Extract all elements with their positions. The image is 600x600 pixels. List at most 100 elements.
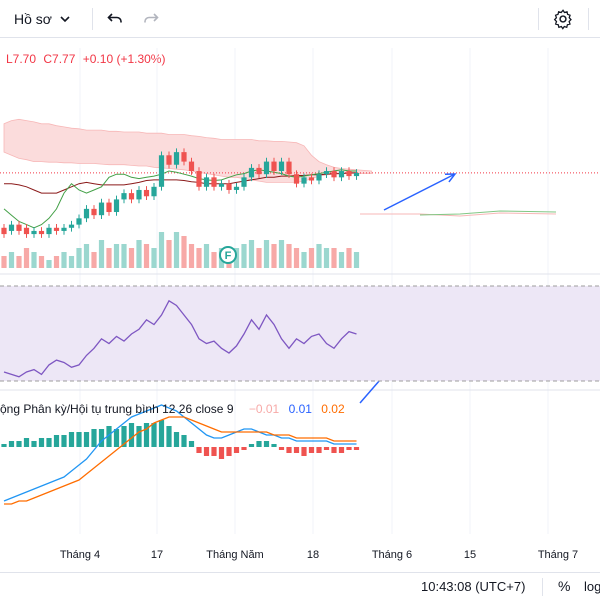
- macd-histogram-bar: [218, 447, 225, 459]
- macd-histogram-bar: [121, 426, 127, 447]
- macd-histogram-bar: [256, 441, 262, 447]
- macd-histogram-bar: [113, 429, 120, 447]
- macd-histogram-bar: [233, 447, 240, 453]
- macd-histogram-bar: [338, 447, 345, 453]
- volume-bar: [338, 252, 345, 268]
- volume-bar: [61, 252, 67, 268]
- macd-histogram-bar: [316, 447, 322, 453]
- candle-body: [346, 171, 352, 177]
- percent-toggle[interactable]: %: [558, 578, 571, 594]
- macd-histogram-bar: [286, 447, 292, 453]
- volume-bar: [76, 248, 82, 268]
- undo-button[interactable]: [106, 0, 124, 38]
- macd-histogram-bar: [23, 438, 30, 447]
- redo-button[interactable]: [142, 0, 160, 38]
- volume-bar: [68, 256, 75, 268]
- projection-arrow: [383, 173, 456, 211]
- volume-bar: [53, 256, 60, 268]
- candle-body: [188, 161, 195, 172]
- macd-histogram-bar: [106, 426, 112, 447]
- macd-histogram-bar: [136, 426, 142, 447]
- macd-histogram-value: −0.01: [248, 402, 280, 416]
- redo-icon: [144, 13, 159, 23]
- status-divider: [542, 578, 543, 596]
- volume-bar: [128, 248, 135, 268]
- volume-bar: [23, 248, 30, 268]
- candle-body: [98, 202, 105, 216]
- candle-body: [308, 177, 315, 181]
- volume-bar: [106, 248, 112, 268]
- macd-histogram-bar: [8, 441, 15, 447]
- volume-bar: [346, 248, 352, 268]
- macd-histogram-bar: [38, 438, 45, 447]
- macd-histogram-bar: [241, 447, 247, 450]
- macd-histogram-bar: [331, 447, 337, 453]
- log-toggle[interactable]: log: [584, 579, 600, 594]
- volume-bar: [136, 240, 142, 268]
- undo-icon: [107, 13, 122, 23]
- candle-body: [241, 177, 247, 187]
- macd-histogram-bar: [346, 447, 352, 450]
- volume-bar: [91, 252, 97, 268]
- volume-bar: [166, 240, 172, 268]
- volume-bar: [211, 252, 217, 268]
- macd-line-value: 0.01: [288, 402, 312, 416]
- clock-time[interactable]: 10:43:08 (UTC+7): [421, 579, 526, 594]
- macd-histogram-bar: [271, 444, 277, 447]
- volume-bar: [316, 244, 322, 268]
- x-axis-tick-label: 18: [307, 549, 319, 561]
- volume-bar: [278, 240, 285, 268]
- candle-body: [301, 177, 307, 184]
- x-axis-tick-label: Tháng Năm: [206, 549, 263, 561]
- volume-bar: [196, 248, 202, 268]
- macd-histogram-bar: [166, 426, 172, 447]
- macd-histogram-bar: [53, 435, 60, 447]
- volume-bar: [286, 244, 292, 268]
- candle-body: [256, 167, 262, 175]
- candle-body: [271, 161, 277, 172]
- earnings-marker: [219, 246, 237, 264]
- candle-body: [166, 155, 172, 165]
- candle-body: [46, 227, 52, 235]
- volume-bar: [263, 240, 270, 268]
- macd-histogram-bar: [323, 447, 330, 450]
- candle-body: [128, 193, 135, 200]
- macd-histogram-bar: [263, 441, 270, 447]
- volume-bar: [16, 256, 22, 268]
- macd-signal-line: [4, 416, 357, 505]
- candle-body: [53, 227, 60, 231]
- candle-body: [218, 183, 225, 187]
- top-toolbar: Hồ sơ: [0, 0, 600, 38]
- rsi-band: [0, 286, 600, 381]
- candle-body: [83, 208, 90, 219]
- candle-body: [233, 186, 240, 190]
- candle-body: [61, 227, 67, 231]
- candle-body: [203, 177, 210, 187]
- chart-area[interactable]: F Tháng 4 17 Tháng Năm 18 Tháng 6 15 Tháng 7: [0, 38, 600, 572]
- macd-histogram-bar: [196, 447, 202, 453]
- profile-menu-button[interactable]: Hồ sơ: [14, 0, 72, 38]
- gear-icon: [553, 9, 572, 30]
- macd-histogram-bar: [248, 444, 255, 447]
- candle-body: [136, 189, 142, 200]
- profile-label: Hồ sơ: [14, 11, 52, 27]
- candle-body: [76, 218, 82, 225]
- macd-legend-title: ộng Phân kỳ/Hội tụ trung bình 12 26 clos…: [0, 402, 234, 416]
- volume-bar: [248, 240, 255, 268]
- macd-histogram-bar: [31, 441, 37, 447]
- macd-histogram-bar: [68, 432, 75, 447]
- volume-bar: [1, 256, 7, 268]
- macd-histogram-bar: [46, 438, 52, 447]
- legend-close: C7.77: [43, 52, 76, 66]
- settings-button[interactable]: [552, 0, 574, 38]
- volume-bar: [323, 248, 330, 268]
- macd-histogram-bar: [151, 423, 157, 447]
- candle-body: [158, 155, 165, 187]
- macd-histogram-bar: [203, 447, 210, 456]
- candle-body: [23, 227, 30, 235]
- volume-bar: [98, 240, 105, 268]
- volume-bar: [46, 260, 52, 268]
- status-bar: 10:43:08 (UTC+7) % log: [0, 572, 600, 600]
- chevron-down-icon: [60, 16, 70, 23]
- candle-body: [173, 152, 180, 165]
